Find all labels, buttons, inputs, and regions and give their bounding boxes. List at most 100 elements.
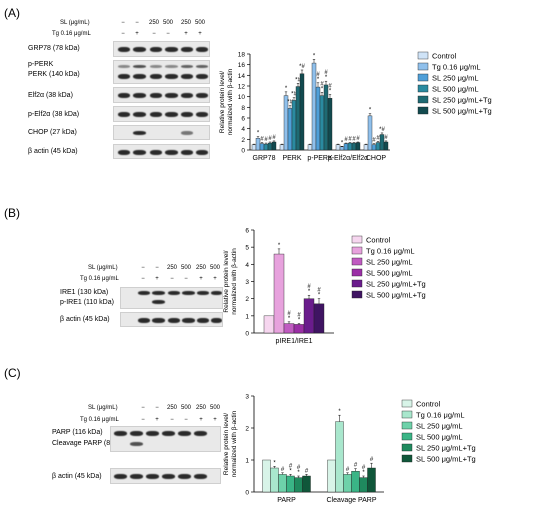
bar [315, 86, 321, 151]
sl-value: 500 [180, 265, 191, 271]
legend-swatch [401, 454, 413, 463]
significance-mark: # [281, 467, 285, 473]
legend-swatch [401, 399, 413, 408]
sl-value: 500 [209, 405, 220, 411]
tg-label: Tg 0.16 μg/mL [52, 31, 91, 37]
bar [295, 86, 301, 151]
legend-swatch [417, 84, 429, 93]
category-label: CHOP [366, 155, 387, 162]
significance-mark: *# [287, 100, 293, 106]
bar [291, 100, 297, 151]
legend-label: SL 500 μg/mL+Tg [432, 107, 492, 116]
category-label: pIRE1/IRE1 [276, 338, 313, 345]
tg-value: + [198, 31, 202, 37]
significance-mark: * [278, 243, 281, 249]
bar [263, 143, 269, 151]
bar [355, 142, 361, 151]
western-blot-p-elf2a [113, 106, 210, 122]
blot-label: IRE1 (130 kDa) [60, 289, 109, 296]
significance-mark: # [307, 284, 311, 290]
bar [339, 146, 345, 151]
y-tick-label: 12 [238, 84, 246, 91]
y-tick-label: 1 [245, 458, 249, 465]
significance-mark: *# [379, 127, 385, 133]
tg-value: − [166, 31, 170, 37]
legend-swatch [417, 106, 429, 115]
tg-value: − [141, 417, 145, 423]
western-blot-parp [110, 426, 221, 452]
bar [313, 303, 325, 334]
legend-label: Tg 0.16 μg/mL [432, 63, 481, 72]
bar [273, 253, 285, 334]
sl-value: 250 [166, 265, 177, 271]
legend-swatch [351, 235, 363, 244]
blot-label: Cleavage PARP (89 kDa) [52, 440, 131, 447]
legend-swatch [401, 410, 413, 419]
category-label: GRP78 [253, 155, 276, 162]
significance-mark: # [297, 465, 301, 471]
y-tick-label: 0 [245, 331, 249, 338]
y-tick-label: 1 [245, 313, 249, 320]
legend-swatch [351, 246, 363, 255]
y-axis-label-line: normalized with β-actin [227, 68, 234, 135]
bar [278, 474, 287, 493]
significance-mark: * [308, 289, 311, 295]
sl-values-row: − − 250 500 250 500 [0, 20, 205, 28]
tg-value: + [199, 276, 203, 282]
significance-mark: * [289, 468, 292, 474]
category-label: PARP [277, 497, 296, 504]
bar [327, 459, 336, 493]
tg-values-row: − + − − + + [0, 417, 217, 425]
bar [351, 142, 357, 151]
y-axis-label-line: Relative protein level/ [219, 71, 226, 133]
bar [307, 144, 313, 151]
significance-mark: # [362, 465, 366, 471]
western-blot-grp78 [113, 41, 210, 57]
significance-mark: * [297, 470, 300, 476]
blot-label: CHOP (27 kDa) [28, 129, 77, 136]
legend-label: Control [432, 52, 457, 61]
significance-mark: # [264, 137, 268, 143]
bar [267, 142, 273, 151]
significance-mark: * [369, 108, 372, 114]
significance-mark: # [287, 311, 291, 317]
legend-swatch [401, 432, 413, 441]
y-tick-label: 10 [238, 94, 246, 101]
bar [343, 474, 352, 493]
legend-swatch [401, 443, 413, 452]
bar [279, 144, 285, 151]
y-tick-label: 2 [245, 426, 249, 433]
tg-value: − [184, 417, 188, 423]
legend-label: Control [366, 236, 391, 245]
y-tick-label: 8 [241, 105, 245, 112]
bar [271, 141, 277, 151]
tg-value: − [184, 276, 188, 282]
sl-value: − [121, 20, 125, 26]
y-axis-label-line: Relative protein level/ [223, 413, 230, 475]
panel-label: (B) [4, 206, 20, 220]
legend-label: SL 500 μg/mL [432, 85, 479, 94]
bar [343, 143, 349, 151]
legend-swatch [401, 421, 413, 430]
significance-mark: * [325, 75, 328, 81]
legend-label: SL 250 μg/mL+Tg [432, 96, 492, 105]
tg-value: + [213, 417, 217, 423]
significance-mark: * [285, 86, 288, 92]
panel-b: (B) SL (μg/mL) Tg 0.16 μg/mL − − 250 500… [0, 200, 550, 350]
sl-value: 500 [209, 265, 220, 271]
sl-value: − [155, 405, 159, 411]
western-blot-ire1 [120, 287, 223, 309]
significance-mark: # [320, 81, 324, 87]
y-axis-label-line: normalized with β-actin [231, 248, 238, 315]
blot-label: p-Elf2α (38 kDa) [28, 111, 80, 118]
bar [319, 95, 325, 151]
bar [302, 475, 311, 493]
bar [363, 144, 369, 151]
significance-mark: * [338, 409, 341, 415]
significance-mark: *# [295, 77, 301, 83]
western-blot-elf2a [113, 87, 210, 103]
western-blot-b-actin [120, 312, 223, 327]
bar [351, 470, 360, 493]
significance-mark: # [268, 136, 272, 142]
significance-mark: # [317, 288, 321, 294]
